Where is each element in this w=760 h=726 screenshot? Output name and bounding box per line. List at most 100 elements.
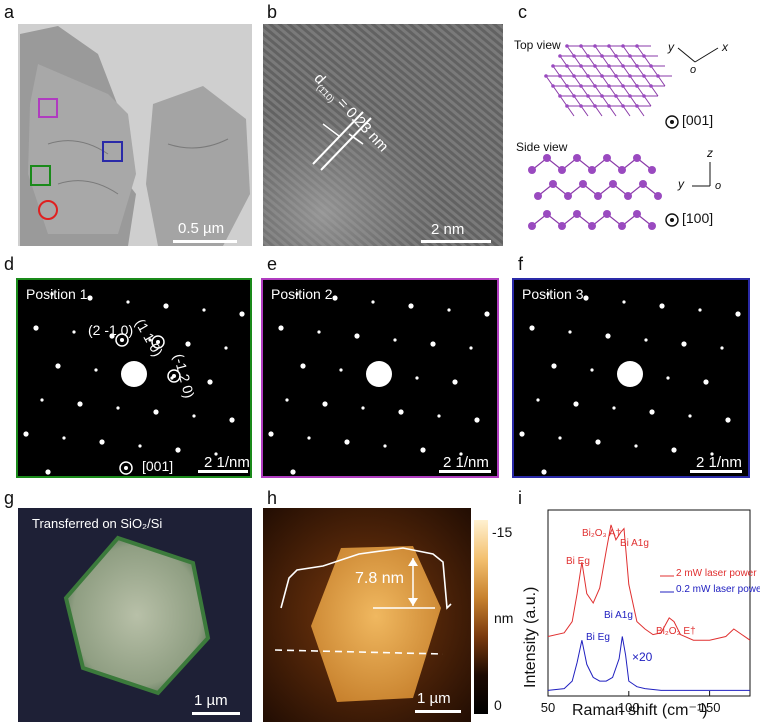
diffraction-spot [116,406,120,410]
diffraction-spot [725,417,731,423]
legend-2mw: 2 mW laser power [676,568,757,579]
diffraction-spot [474,417,480,423]
position-label: Position 3 [522,286,584,302]
diffraction-spot [558,436,562,440]
scale-factor-label: ×20 [632,650,653,664]
hrtem-panel: d(1̄10) = 0.23 nm 2 nm [263,24,503,246]
atom [628,54,632,58]
diffraction-spot [55,363,61,369]
diffraction-spot [207,379,213,385]
direction-top: [001] [682,112,714,128]
x-axis-label: Raman shift (cm⁻¹) [572,702,708,719]
scale-bar-label: 2 1/nm [696,454,742,471]
diffraction-spot [170,376,174,380]
top-view-lattice [544,44,672,117]
atom [579,44,583,48]
diffraction-spot [612,406,616,410]
diffraction-spot [595,439,601,445]
diffraction-spot [354,333,360,339]
afm-colorbar [474,520,488,714]
raman-spot-marker [38,200,58,220]
atom [607,84,611,88]
diffraction-spot [703,379,709,385]
zone-axis-symbol-top [665,115,679,129]
atom [635,44,639,48]
panel-label-c: c [518,2,527,22]
top-axes [677,47,719,63]
hexagon-flake [63,535,211,696]
axis-o-side: o [715,180,722,192]
diffraction-spot [430,341,436,347]
peak-bi-eg-blue: Bi Eg [586,632,610,643]
panel-label-h: h [267,488,278,508]
diffraction-spot [536,398,540,402]
atom [565,64,569,68]
axis-z-side: z [707,146,713,160]
direction-side: [100] [682,210,714,226]
diffraction-spot [546,292,550,296]
atom [528,222,536,230]
diffraction-spot [285,398,289,402]
atom [621,104,625,108]
diffraction-spot [447,308,451,312]
substrate-caption: Transferred on SiO₂/Si [32,516,163,531]
diffraction-spot [317,330,321,334]
diffraction-spot [383,444,387,448]
diffraction-pattern [519,292,741,475]
atom [586,74,590,78]
atom [635,64,639,68]
crystal-drawing [528,44,719,230]
atom [656,74,660,78]
atom [594,192,602,200]
atom [579,180,587,188]
atom [603,210,611,218]
atom [543,154,551,162]
x-ticks: 50 100 150 [541,691,721,715]
lattice-fringes [263,24,503,246]
saed-position-3: Position 3 2 1/nm [512,278,750,478]
diffraction-spot [72,330,76,334]
diffraction-spot [605,333,611,339]
diffraction-spot [33,325,39,331]
atom [621,84,625,88]
legend-02mw: 0.2 mW laser power [676,584,760,595]
peak-bi-a1g-red: Bi A1g [620,538,649,549]
diffraction-spot [185,341,191,347]
atom [618,222,626,230]
atom [618,166,626,174]
diffraction-spot [720,346,724,350]
atom [648,222,656,230]
peak-bi-a1g-blue: Bi A1g [604,610,633,621]
scale-bar [415,710,461,713]
atom [607,44,611,48]
atom [600,54,604,58]
diffraction-spot [163,303,169,309]
diffraction-spot [268,431,274,437]
diffraction-spot [519,431,525,437]
diffraction-spot [393,338,397,342]
atom [579,84,583,88]
panel-label-d: d [4,254,15,274]
diffraction-spot [671,447,677,453]
atom [572,54,576,58]
x-tick-label: 150 [699,700,721,715]
atom [624,192,632,200]
panel-label-f: f [518,254,524,274]
colorbar-unit: nm [494,610,514,626]
atom [600,74,604,78]
scale-bar [439,470,491,473]
colorbar-bottom: 0 [494,697,502,713]
atom [635,84,639,88]
zone-axis-label: [001] [142,458,174,474]
atom [586,94,590,98]
atom [648,166,656,174]
diffraction-spot [590,368,594,372]
atom [642,94,646,98]
scale-bar [421,240,491,243]
atom [579,64,583,68]
atom [549,180,557,188]
diffraction-spot [87,295,93,301]
saed-position-1: Position 1 (2 -1 0) (1 1 0) (-1 2 0) [00… [16,278,252,478]
diffraction-spot [126,300,130,304]
diffraction-spot [202,308,206,312]
